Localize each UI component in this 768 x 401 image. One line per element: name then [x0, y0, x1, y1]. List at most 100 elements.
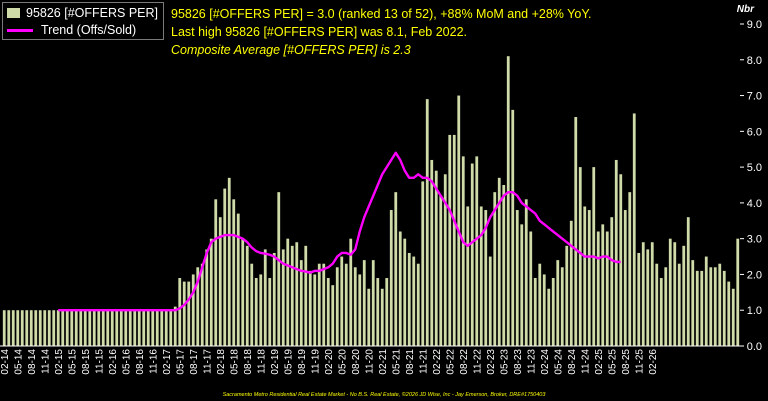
- bar: [416, 263, 420, 346]
- bar: [682, 245, 686, 346]
- x-tick-label: 08-17: [189, 349, 200, 375]
- x-tick-label: 11-25: [634, 349, 645, 374]
- bar: [115, 310, 119, 346]
- bar: [187, 281, 191, 346]
- bar: [223, 188, 227, 346]
- y-tick-label: 4.0: [747, 198, 762, 210]
- bar: [2, 310, 6, 346]
- bar: [488, 256, 492, 346]
- x-tick-label: 05-25: [607, 349, 618, 375]
- x-tick-label: 02-24: [540, 349, 551, 375]
- bar: [439, 195, 443, 346]
- x-tick-label: 11-16: [148, 349, 159, 374]
- x-tick-label: 02-26: [648, 349, 659, 375]
- bar: [479, 206, 483, 346]
- bar: [254, 278, 258, 346]
- bar: [398, 231, 402, 346]
- x-tick-label: 05-18: [229, 349, 240, 375]
- x-tick-label: 11-20: [364, 349, 375, 374]
- bar: [659, 278, 663, 346]
- bar: [313, 274, 317, 346]
- bar: [452, 134, 456, 346]
- bar: [340, 256, 344, 346]
- x-tick-label: 11-24: [580, 349, 591, 374]
- bar: [434, 170, 438, 346]
- bar: [146, 310, 150, 346]
- bar: [331, 285, 335, 346]
- bar: [430, 159, 434, 346]
- bar: [736, 238, 740, 346]
- bar: [151, 310, 155, 346]
- bar: [421, 181, 425, 346]
- bar: [295, 242, 299, 346]
- bar: [74, 310, 78, 346]
- bar: [461, 156, 465, 346]
- bar: [169, 310, 173, 346]
- x-tick-label: 02-22: [432, 349, 443, 375]
- bar: [232, 199, 236, 346]
- bar: [182, 281, 186, 346]
- bar: [367, 288, 371, 346]
- bar: [448, 134, 452, 346]
- bar: [155, 310, 159, 346]
- bar: [335, 267, 339, 346]
- bar: [110, 310, 114, 346]
- trend-line-swatch-icon: [7, 28, 33, 32]
- bar: [20, 310, 24, 346]
- bar: [259, 274, 263, 346]
- x-tick-label: 11-22: [472, 349, 483, 374]
- bar: [353, 267, 357, 346]
- bar: [38, 310, 42, 346]
- bar: [677, 263, 681, 346]
- bar: [700, 270, 704, 346]
- x-tick-label: 02-18: [216, 349, 227, 375]
- y-tick-label: 2.0: [747, 269, 762, 281]
- bar: [565, 245, 569, 346]
- bar: [511, 109, 515, 347]
- x-tick-label: 08-23: [513, 349, 524, 375]
- x-tick-label: 05-15: [67, 349, 78, 375]
- x-tick-label: 05-16: [121, 349, 132, 375]
- legend-item-bars: 95826 [#OFFERS PER]: [7, 5, 158, 21]
- bar: [718, 263, 722, 346]
- bar: [209, 238, 213, 346]
- bar: [731, 288, 735, 346]
- x-tick-label: 08-24: [567, 349, 578, 375]
- x-tick-label: 05-22: [445, 349, 456, 375]
- bar: [673, 242, 677, 346]
- bar: [524, 199, 528, 346]
- bar: [583, 206, 587, 346]
- bar: [713, 267, 717, 346]
- x-tick-label: 05-17: [175, 349, 186, 375]
- bar: [637, 252, 641, 346]
- bar: [493, 192, 497, 346]
- legend: 95826 [#OFFERS PER] Trend (Offs/Sold): [2, 2, 164, 40]
- y-tick-label: 8.0: [747, 55, 762, 67]
- bar: [385, 278, 389, 346]
- bar: [533, 278, 537, 346]
- x-tick-label: 02-16: [108, 349, 119, 375]
- x-tick-label: 08-19: [297, 349, 308, 375]
- bar: [227, 177, 231, 346]
- bar: [137, 310, 141, 346]
- x-tick-label: 02-20: [324, 349, 335, 375]
- bar: [88, 310, 92, 346]
- bar: [578, 167, 582, 346]
- x-tick-label: 11-23: [526, 349, 537, 374]
- bar: [389, 210, 393, 346]
- x-tick-label: 05-23: [499, 349, 510, 375]
- x-tick-label: 11-21: [418, 349, 429, 374]
- bar: [457, 95, 461, 346]
- bar: [425, 99, 429, 346]
- bar: [16, 310, 20, 346]
- x-tick-label: 11-15: [94, 349, 105, 374]
- bar: [7, 310, 11, 346]
- bar: [290, 245, 294, 346]
- bar: [101, 310, 105, 346]
- x-tick-label: 02-19: [270, 349, 281, 375]
- bar: [304, 245, 308, 346]
- bar: [380, 288, 384, 346]
- bar: [443, 174, 447, 346]
- bar: [668, 238, 672, 346]
